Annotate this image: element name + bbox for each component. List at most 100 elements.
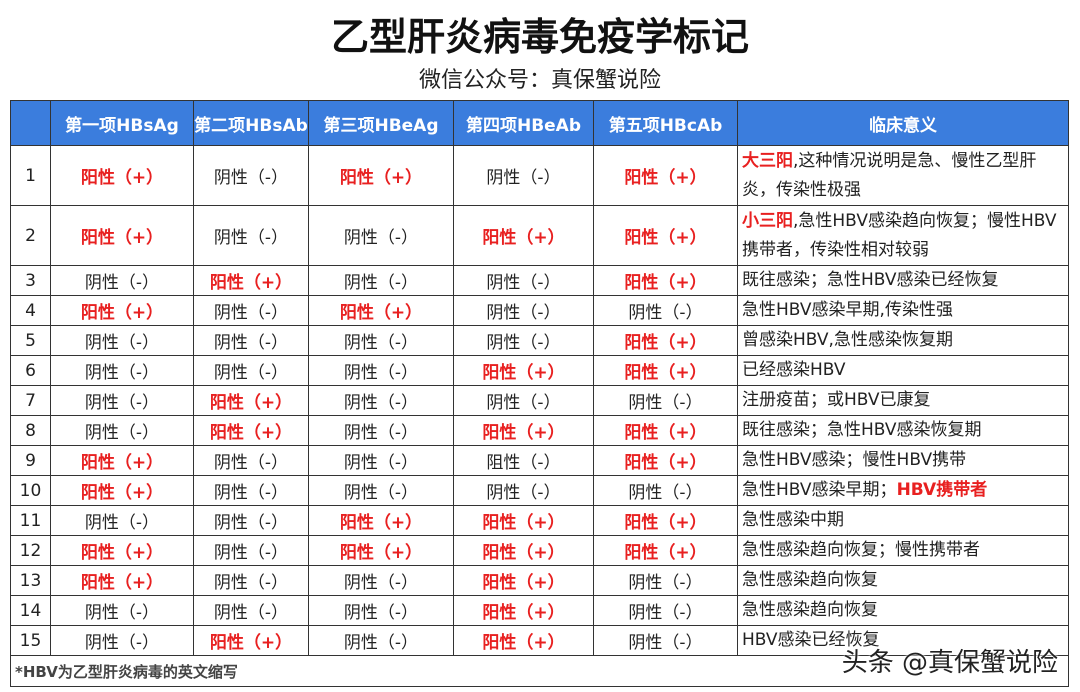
result-cell: 阴性（-） (308, 325, 454, 356)
column-header: 临床意义 (737, 100, 1069, 146)
result-cell: 阳性（+） (50, 565, 194, 596)
column-header: 第四项HBeAb (453, 100, 594, 146)
clinical-meaning: 曾感染HBV,急性感染恢复期 (737, 325, 1069, 356)
result-cell: 阳性（+） (308, 535, 454, 566)
result-cell: 阴性（-） (308, 385, 454, 416)
result-cell: 阳性（+） (193, 385, 309, 416)
meaning-text: 既往感染；急性HBV感染恢复期 (742, 420, 982, 440)
column-header (10, 100, 51, 146)
column-header: 第一项HBsAg (50, 100, 194, 146)
column-header: 第二项HBsAb (193, 100, 309, 146)
page-title: 乙型肝炎病毒免疫学标记 (330, 15, 749, 59)
result-cell: 阳性（+） (593, 325, 738, 356)
meaning-highlight: 小三阳 (742, 210, 793, 231)
table-row: 11 阴性（-） 阴性（-） 阳性（+） 阳性（+） 阳性（+） 急性感染中期 (10, 505, 1069, 536)
result-cell: 阴性（-） (193, 475, 309, 506)
result-cell: 阴性（-） (453, 475, 594, 506)
row-number: 4 (10, 295, 51, 326)
subtitle: 微信公众号：真保蟹说险 (418, 68, 661, 93)
clinical-meaning: 小三阳,急性HBV感染趋向恢复；慢性HBV携带者，传染性相对较弱 (737, 205, 1069, 266)
result-cell: 阳性（+） (453, 595, 594, 626)
footnote: *HBV为乙型肝炎病毒的英文缩写 (10, 655, 1069, 687)
result-cell: 阴性（-） (453, 385, 594, 416)
result-cell: 阴性（-） (193, 205, 309, 266)
result-cell: 阳性（+） (593, 205, 738, 266)
result-cell: 阳性（+） (50, 445, 194, 476)
row-number: 13 (10, 565, 51, 596)
result-cell: 阴性（-） (453, 325, 594, 356)
clinical-meaning: 急性HBV感染早期,传染性强 (737, 295, 1069, 326)
result-cell: 阴性（-） (193, 505, 309, 536)
result-cell: 阴性（-） (193, 355, 309, 386)
header-row: 第一项HBsAg 第二项HBsAb 第三项HBeAg 第四项HBeAb 第五项HBcAb… (10, 100, 1069, 146)
row-number: 15 (10, 625, 51, 656)
meaning-text: 曾感染HBV,急性感染恢复期 (742, 330, 953, 350)
meaning-highlight: HBV携带者 (896, 480, 988, 500)
result-cell: 阴性（-） (193, 325, 309, 356)
row-number: 14 (10, 595, 51, 626)
result-cell: 阴性（-） (308, 625, 454, 656)
result-cell: 阴性（-） (50, 625, 194, 656)
result-cell: 阴性（-） (193, 565, 309, 596)
table-row: 12 阳性（+） 阴性（-） 阳性（+） 阳性（+） 阳性（+） 急性感染趋向恢复；慢性携带… (10, 535, 1069, 566)
result-cell: 阳性（+） (453, 535, 594, 566)
meaning-text: ,这种情况说明是急、慢性乙型肝炎，传染性极强 (742, 150, 1037, 200)
result-cell: 阳性（+） (593, 505, 738, 536)
column-header: 第三项HBeAg (308, 100, 454, 146)
result-cell: 阴性（-） (308, 475, 454, 506)
result-cell: 阴性（-） (308, 355, 454, 386)
result-cell: 阴性（-） (193, 145, 309, 206)
clinical-meaning: 既往感染；急性HBV感染已经恢复 (737, 265, 1069, 296)
result-cell: 阴性（-） (50, 415, 194, 446)
result-cell: 阴性（-） (308, 565, 454, 596)
table-row: 15 阴性（-） 阳性（+） 阴性（-） 阳性（+） 阴性（-） HBV感染已经恢复 (10, 625, 1069, 656)
meaning-text: 注册疫苗；或HBV已康复 (742, 390, 931, 410)
meaning-text: 急性感染趋向恢复 (742, 570, 878, 590)
clinical-meaning: 注册疫苗；或HBV已康复 (737, 385, 1069, 416)
row-number: 8 (10, 415, 51, 446)
result-cell: 阻性（-） (453, 445, 594, 476)
clinical-meaning: 急性感染中期 (737, 505, 1069, 536)
meaning-text: 既往感染；急性HBV感染已经恢复 (742, 270, 999, 290)
clinical-meaning: 急性HBV感染；慢性HBV携带 (737, 445, 1069, 476)
result-cell: 阴性（-） (593, 385, 738, 416)
table-row: 2 阳性（+） 阴性（-） 阴性（-） 阳性（+） 阳性（+） 小三阳,急性HBV感染趋向恢… (10, 205, 1069, 266)
result-cell: 阴性（-） (593, 295, 738, 326)
result-cell: 阴性（-） (193, 595, 309, 626)
result-cell: 阳性（+） (593, 445, 738, 476)
meaning-text: 急性HBV感染；慢性HBV携带 (742, 450, 967, 470)
result-cell: 阳性（+） (453, 565, 594, 596)
result-cell: 阳性（+） (593, 355, 738, 386)
result-cell: 阳性（+） (50, 475, 194, 506)
result-cell: 阳性（+） (193, 415, 309, 446)
meaning-text: ,急性HBV感染趋向恢复；慢性HBV携带者，传染性相对较弱 (742, 210, 1057, 260)
row-number: 1 (10, 145, 51, 206)
row-number: 5 (10, 325, 51, 356)
result-cell: 阳性（+） (453, 505, 594, 536)
table-row: 4 阳性（+） 阴性（-） 阳性（+） 阴性（-） 阴性（-） 急性HBV感染早期,传染性强 (10, 295, 1069, 326)
result-cell: 阴性（-） (453, 265, 594, 296)
clinical-meaning: 大三阳,这种情况说明是急、慢性乙型肝炎，传染性极强 (737, 145, 1069, 206)
result-cell: 阳性（+） (453, 415, 594, 446)
result-cell: 阳性（+） (50, 535, 194, 566)
result-cell: 阳性（+） (593, 145, 738, 206)
table-row: 13 阳性（+） 阴性（-） 阴性（-） 阳性（+） 阴性（-） 急性感染趋向恢复 (10, 565, 1069, 596)
watermark: 头条 @真保蟹说险 (841, 648, 1058, 678)
result-cell: 阴性（-） (593, 595, 738, 626)
result-cell: 阳性（+） (593, 535, 738, 566)
table-row: 9 阳性（+） 阴性（-） 阴性（-） 阻性（-） 阳性（+） 急性HBV感染；慢性HBV携… (10, 445, 1069, 476)
result-cell: 阳性（+） (453, 625, 594, 656)
result-cell: 阴性（-） (193, 445, 309, 476)
result-cell: 阴性（-） (593, 475, 738, 506)
table-row: 14 阴性（-） 阴性（-） 阴性（-） 阳性（+） 阴性（-） 急性感染趋向恢复 (10, 595, 1069, 626)
result-cell: 阴性（-） (593, 565, 738, 596)
clinical-meaning: 急性感染趋向恢复 (737, 565, 1069, 596)
table-row: 8 阴性（-） 阳性（+） 阴性（-） 阳性（+） 阳性（+） 既往感染；急性HBV感染恢复… (10, 415, 1069, 446)
row-number: 2 (10, 205, 51, 266)
result-cell: 阳性（+） (193, 265, 309, 296)
meaning-text: 急性感染中期 (742, 510, 844, 530)
meaning-text: 急性感染趋向恢复；慢性携带者 (742, 540, 980, 560)
result-cell: 阴性（-） (453, 145, 594, 206)
table-row: 10 阳性（+） 阴性（-） 阴性（-） 阴性（-） 阴性（-） 急性HBV感染早期；HBV… (10, 475, 1069, 506)
table-row: 7 阴性（-） 阳性（+） 阴性（-） 阴性（-） 阴性（-） 注册疫苗；或HBV已康复 (10, 385, 1069, 416)
